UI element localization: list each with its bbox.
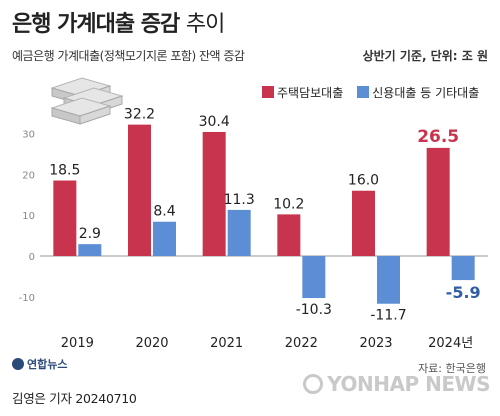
y-tick-label: -10 [19, 293, 35, 304]
bar-value-label-series1: 26.5 [417, 127, 459, 147]
bar-series1 [352, 190, 375, 256]
source-note: 자료: 한국은행 [418, 362, 486, 375]
unit-note: 상반기 기준, 단위: 조 원 [362, 49, 488, 63]
bar-series1 [128, 124, 151, 257]
bill-stack-front [79, 105, 111, 125]
legend-label: 주택담보대출 [277, 86, 344, 100]
bar-series2 [377, 256, 400, 304]
bar-value-label-series2: 11.3 [224, 192, 255, 208]
title-main: 은행 가계대출 증감 [12, 12, 180, 37]
bar-series2 [302, 256, 326, 299]
watermark-icon [303, 374, 324, 394]
chart-subtitle: 예금은행 가계대출(정책모기지론 포함) 잔액 증감 [12, 49, 245, 63]
x-category-label: 2020 [135, 336, 168, 351]
y-tick-label: 10 [22, 211, 35, 222]
bar-series1 [202, 131, 226, 256]
yonhap-logo: 연합뉴스 [12, 356, 67, 372]
bar-series2 [451, 256, 475, 281]
title-suffix: 추이 [185, 12, 225, 37]
bar-series1 [426, 147, 450, 256]
y-tick-label: 20 [22, 170, 35, 181]
legend-swatch [357, 86, 370, 98]
logo-text: 연합뉴스 [27, 358, 68, 371]
bar-value-label-series1: 10.2 [273, 196, 304, 212]
y-tick-label: 0 [29, 252, 35, 263]
y-tick-label: 30 [22, 130, 35, 141]
byline: 김영은 기자 20240710 [12, 391, 137, 406]
legend-item-1: 주택담보대출 [262, 84, 343, 101]
bar-value-label-series2: -5.9 [446, 283, 481, 302]
bar-value-label-series1: 30.4 [199, 114, 230, 130]
x-category-label: 2024년 [428, 336, 473, 351]
bar-series1 [53, 180, 77, 256]
bar-value-label-series2: 8.4 [153, 204, 175, 220]
watermark-text: YONHAP NEWS [327, 372, 490, 396]
bar-series2 [153, 221, 176, 256]
x-category-label: 2019 [61, 336, 94, 351]
bar-value-label-series1: 32.2 [124, 107, 155, 123]
legend-label: 신용대출 등 기타대출 [372, 86, 480, 100]
legend-item-2: 신용대출 등 기타대출 [357, 84, 479, 101]
bar-series2 [78, 244, 102, 256]
x-category-label: 2022 [285, 336, 318, 351]
x-category-label: 2021 [210, 336, 243, 351]
legend: 주택담보대출 신용대출 등 기타대출 [262, 84, 493, 101]
bar-value-label-series1: 16.0 [348, 173, 379, 189]
bar-value-label-series1: 18.5 [49, 163, 80, 179]
watermark: YONHAP NEWS [303, 372, 490, 396]
legend-swatch [262, 86, 274, 98]
bar-series1 [277, 214, 301, 256]
chart-title: 은행 가계대출 증감 추이 [12, 6, 225, 38]
bar-value-label-series2: -11.7 [370, 308, 406, 324]
x-category-label: 2023 [359, 336, 392, 351]
money-stack-illustration [50, 77, 124, 125]
logo-icon [12, 358, 24, 370]
bar-value-label-series2: 2.9 [79, 226, 101, 242]
bar-series2 [227, 209, 251, 256]
bar-value-label-series2: -10.3 [296, 302, 332, 318]
